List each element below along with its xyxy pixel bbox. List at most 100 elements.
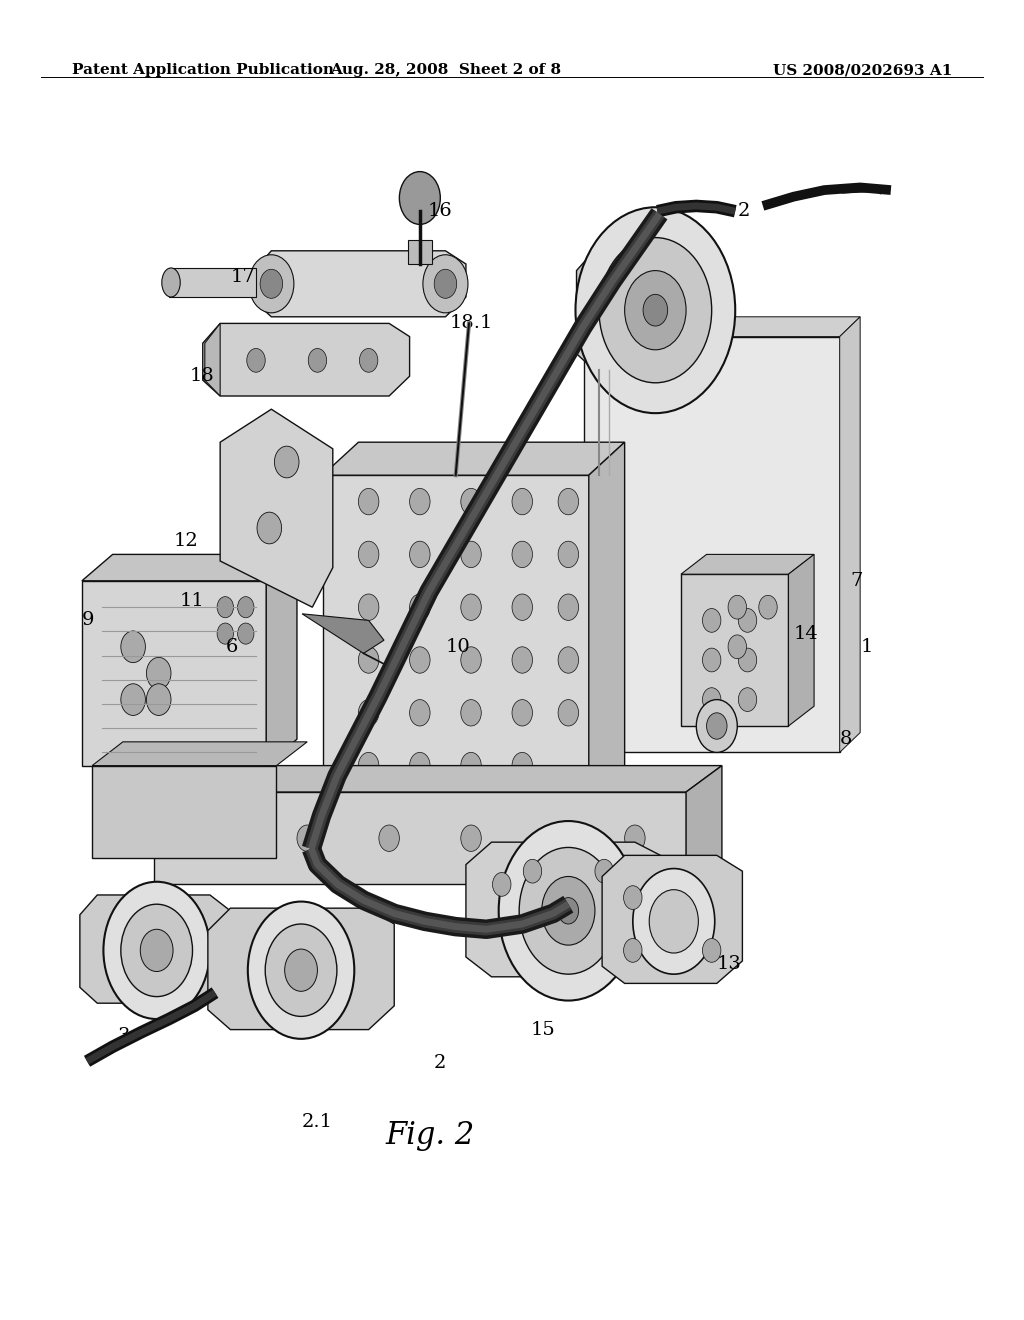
- Circle shape: [738, 609, 757, 632]
- Polygon shape: [82, 554, 297, 581]
- Text: US 2008/0202693 A1: US 2008/0202693 A1: [773, 63, 952, 78]
- Text: 13: 13: [717, 954, 741, 973]
- Text: 2.1: 2.1: [302, 1113, 333, 1131]
- Circle shape: [595, 859, 613, 883]
- Circle shape: [358, 594, 379, 620]
- Circle shape: [728, 595, 746, 619]
- Circle shape: [121, 684, 145, 715]
- Circle shape: [358, 541, 379, 568]
- Polygon shape: [82, 581, 266, 766]
- Circle shape: [499, 821, 638, 1001]
- Text: 1: 1: [860, 638, 872, 656]
- Circle shape: [707, 713, 727, 739]
- Text: 10: 10: [445, 638, 470, 656]
- Polygon shape: [686, 766, 722, 884]
- Circle shape: [121, 904, 193, 997]
- Polygon shape: [466, 842, 666, 977]
- Polygon shape: [203, 323, 410, 396]
- Circle shape: [738, 688, 757, 711]
- Circle shape: [257, 512, 282, 544]
- Polygon shape: [154, 766, 722, 792]
- Circle shape: [265, 924, 337, 1016]
- Circle shape: [728, 635, 746, 659]
- Text: Fig. 2: Fig. 2: [385, 1121, 475, 1151]
- Circle shape: [461, 541, 481, 568]
- Polygon shape: [681, 574, 788, 726]
- Circle shape: [434, 269, 457, 298]
- Circle shape: [512, 488, 532, 515]
- Polygon shape: [302, 614, 384, 653]
- Polygon shape: [577, 251, 696, 370]
- Circle shape: [702, 939, 721, 962]
- Polygon shape: [266, 554, 297, 766]
- Text: 16: 16: [428, 202, 453, 220]
- Text: 2: 2: [434, 1053, 446, 1072]
- Circle shape: [217, 597, 233, 618]
- Circle shape: [379, 825, 399, 851]
- Circle shape: [358, 488, 379, 515]
- Circle shape: [625, 271, 686, 350]
- Circle shape: [512, 700, 532, 726]
- Polygon shape: [589, 442, 625, 805]
- Polygon shape: [323, 475, 589, 805]
- Circle shape: [599, 238, 712, 383]
- Circle shape: [493, 873, 511, 896]
- Polygon shape: [584, 337, 840, 752]
- Circle shape: [274, 446, 299, 478]
- Polygon shape: [840, 317, 860, 752]
- Circle shape: [249, 255, 294, 313]
- Circle shape: [410, 752, 430, 779]
- Polygon shape: [323, 442, 625, 475]
- Circle shape: [649, 890, 698, 953]
- Circle shape: [410, 541, 430, 568]
- Polygon shape: [92, 742, 307, 766]
- Circle shape: [146, 657, 171, 689]
- Circle shape: [260, 269, 283, 298]
- Text: 11: 11: [179, 591, 204, 610]
- Bar: [408, 240, 432, 264]
- Polygon shape: [584, 317, 860, 337]
- Circle shape: [247, 348, 265, 372]
- Polygon shape: [681, 554, 814, 574]
- Circle shape: [625, 825, 645, 851]
- Circle shape: [140, 929, 173, 972]
- Circle shape: [410, 594, 430, 620]
- Circle shape: [759, 595, 777, 619]
- Circle shape: [461, 647, 481, 673]
- Circle shape: [285, 949, 317, 991]
- Circle shape: [523, 859, 542, 883]
- Circle shape: [512, 752, 532, 779]
- Circle shape: [558, 647, 579, 673]
- Polygon shape: [208, 908, 394, 1030]
- Text: 18.1: 18.1: [450, 314, 493, 333]
- Text: 8: 8: [840, 730, 852, 748]
- Circle shape: [121, 631, 145, 663]
- Text: 6: 6: [225, 638, 238, 656]
- Circle shape: [643, 294, 668, 326]
- Circle shape: [558, 898, 579, 924]
- Polygon shape: [788, 554, 814, 726]
- Text: 17: 17: [230, 268, 255, 286]
- Circle shape: [410, 647, 430, 673]
- Circle shape: [248, 902, 354, 1039]
- Circle shape: [558, 594, 579, 620]
- Circle shape: [702, 648, 721, 672]
- Circle shape: [512, 647, 532, 673]
- Text: 15: 15: [530, 1020, 555, 1039]
- Circle shape: [358, 752, 379, 779]
- Circle shape: [696, 700, 737, 752]
- Circle shape: [702, 688, 721, 711]
- Circle shape: [512, 541, 532, 568]
- Circle shape: [103, 882, 210, 1019]
- Circle shape: [410, 488, 430, 515]
- Circle shape: [461, 488, 481, 515]
- Circle shape: [461, 752, 481, 779]
- Polygon shape: [205, 323, 220, 396]
- Circle shape: [558, 541, 579, 568]
- Circle shape: [512, 594, 532, 620]
- Polygon shape: [92, 766, 276, 858]
- Text: 14: 14: [794, 624, 818, 643]
- Polygon shape: [154, 792, 686, 884]
- Text: Aug. 28, 2008  Sheet 2 of 8: Aug. 28, 2008 Sheet 2 of 8: [330, 63, 561, 78]
- Circle shape: [575, 207, 735, 413]
